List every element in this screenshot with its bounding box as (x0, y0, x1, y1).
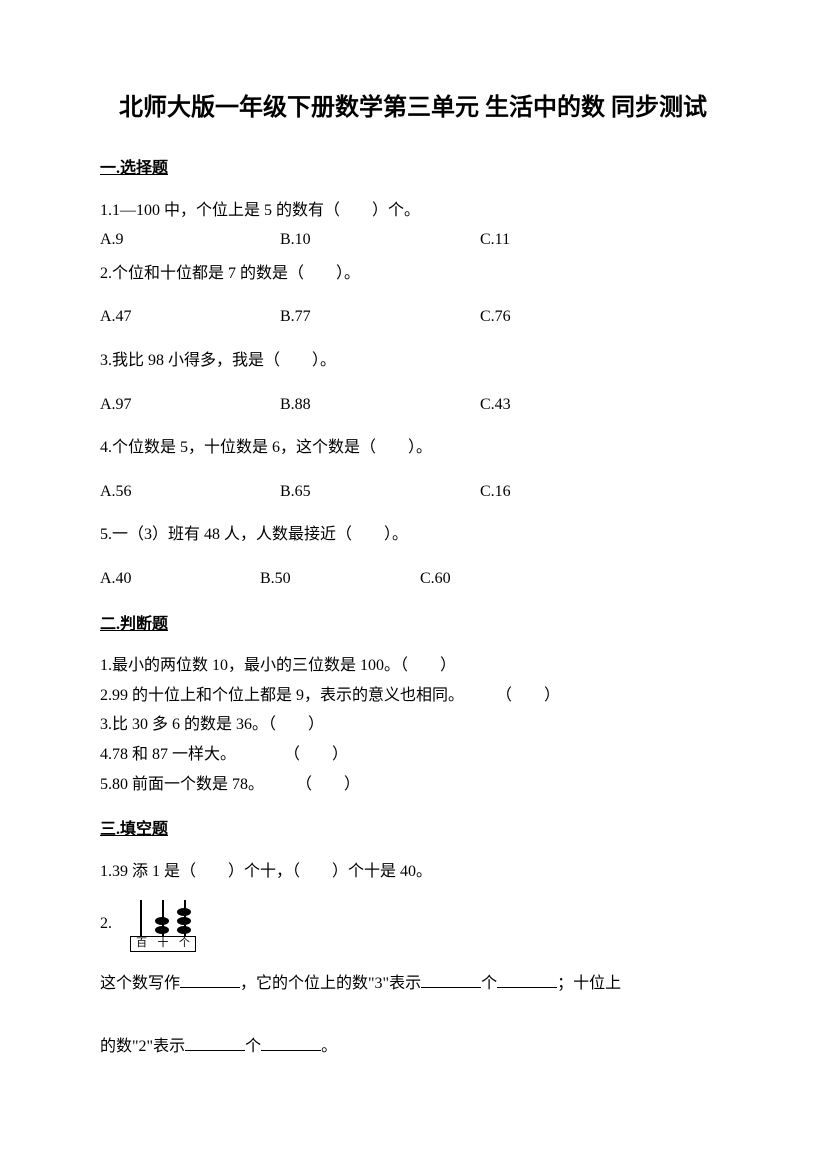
fill-q2-l1-p4: ；十位上 (557, 975, 621, 992)
q3-c: C.43 (480, 392, 630, 418)
fill-q1: 1.39 添 1 是（ ）个十，（ ）个十是 40。 (100, 859, 726, 885)
fill-q2-l2-p3: 。 (321, 1038, 337, 1055)
q4-options: A.56 B.65 C.16 (100, 479, 726, 505)
fill-q2-l1-p2: ，它的个位上的数"3"表示 (240, 975, 421, 992)
q2-a: A.47 (100, 304, 280, 330)
q4-b: B.65 (280, 479, 480, 505)
fill-q2-l2-p2: 个 (245, 1038, 261, 1055)
blank (497, 970, 557, 988)
q3-options: A.97 B.88 C.43 (100, 392, 726, 418)
abacus-label-h: 百 (136, 935, 147, 953)
tf-q1: 1.最小的两位数 10，最小的三位数是 100。（ ） (100, 653, 726, 679)
blank (261, 1033, 321, 1051)
section3-header: 三.填空题 (100, 817, 726, 843)
q5-text: 5.一（3）班有 48 人，人数最接近（ ）。 (100, 522, 726, 548)
q4-a: A.56 (100, 479, 280, 505)
tf-q2: 2.99 的十位上和个位上都是 9，表示的意义也相同。 （ ） (100, 683, 726, 709)
fill-q2-abacus-line: 2. 百 十 个 (100, 896, 726, 952)
q5-c: C.60 (420, 566, 570, 592)
section2-header: 二.判断题 (100, 612, 726, 638)
fill-q2-line2: 的数"2"表示 个 。 (100, 1029, 726, 1064)
abacus-label-t: 十 (157, 935, 168, 953)
q2-b: B.77 (280, 304, 480, 330)
q1-options: A.9 B.10 C.11 (100, 227, 726, 253)
q1-c: C.11 (480, 227, 630, 253)
q5-b: B.50 (260, 566, 420, 592)
q2-options: A.47 B.77 C.76 (100, 304, 726, 330)
blank (185, 1033, 245, 1051)
q3-text: 3.我比 98 小得多，我是（ ）。 (100, 348, 726, 374)
q5-options: A.40 B.50 C.60 (100, 566, 726, 592)
blank (421, 970, 481, 988)
tf-q3: 3.比 30 多 6 的数是 36。（ ） (100, 712, 726, 738)
q3-a: A.97 (100, 392, 280, 418)
tf-q5: 5.80 前面一个数是 78。 （ ） (100, 772, 726, 798)
abacus-icon: 百 十 个 (120, 896, 200, 952)
fill-q2-l1-p3: 个 (481, 975, 497, 992)
q4-text: 4.个位数是 5，十位数是 6，这个数是（ ）。 (100, 435, 726, 461)
blank (180, 970, 240, 988)
fill-q2-line1: 这个数写作 ，它的个位上的数"3"表示 个 ；十位上 (100, 966, 726, 1001)
abacus-label-o: 个 (179, 935, 190, 953)
fill-q2-num: 2. (100, 911, 112, 937)
q5-a: A.40 (100, 566, 260, 592)
q2-text: 2.个位和十位都是 7 的数是（ ）。 (100, 261, 726, 287)
q3-b: B.88 (280, 392, 480, 418)
q1-b: B.10 (280, 227, 480, 253)
page-title: 北师大版一年级下册数学第三单元 生活中的数 同步测试 (100, 90, 726, 126)
q1-a: A.9 (100, 227, 280, 253)
q2-c: C.76 (480, 304, 630, 330)
fill-q2-l2-p1: 的数"2"表示 (100, 1038, 185, 1055)
tf-q4: 4.78 和 87 一样大。 （ ） (100, 742, 726, 768)
q4-c: C.16 (480, 479, 630, 505)
section1-header: 一.选择题 (100, 156, 726, 182)
q1-text: 1.1—100 中，个位上是 5 的数有（ ）个。 (100, 198, 726, 224)
fill-q2-l1-p1: 这个数写作 (100, 975, 180, 992)
